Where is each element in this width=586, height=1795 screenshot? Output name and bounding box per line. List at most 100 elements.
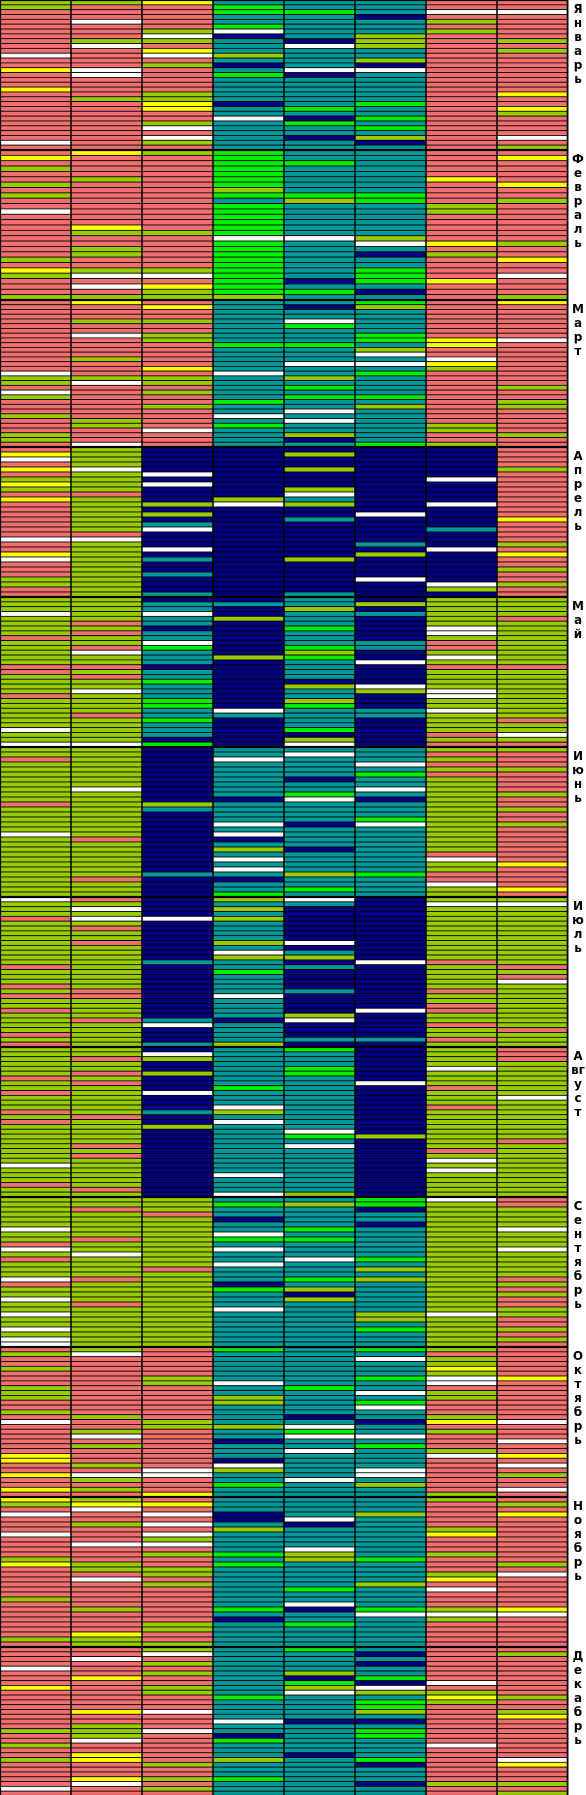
heatmap-cell [0, 1611, 72, 1618]
heatmap-cell [354, 964, 427, 970]
heatmap-cell [425, 1365, 498, 1372]
heatmap-cell [70, 644, 143, 651]
heatmap-cell [0, 1651, 72, 1658]
heatmap-cell [141, 1626, 214, 1633]
heatmap-cell [70, 33, 143, 40]
heatmap-cell [354, 1094, 427, 1101]
heatmap-cell [425, 1785, 498, 1792]
heatmap-cell [212, 394, 285, 400]
heatmap-cell [283, 1321, 356, 1328]
heatmap-cell [354, 1331, 427, 1338]
heatmap-cell [354, 1713, 427, 1720]
heatmap-cell [0, 130, 72, 136]
heatmap-cell [496, 1424, 569, 1430]
heatmap-cell [425, 1566, 498, 1573]
heatmap-cell [0, 365, 72, 372]
heatmap-cell [496, 1448, 569, 1454]
heatmap-cell [0, 481, 72, 488]
heatmap-cell [0, 644, 72, 651]
heatmap-cell [0, 940, 72, 946]
heatmap-cell [212, 756, 285, 763]
heatmap-cell [70, 826, 143, 833]
heatmap-cell [141, 983, 214, 990]
heatmap-cell [283, 1271, 356, 1278]
heatmap-cell [70, 120, 143, 127]
heatmap-cell [70, 375, 143, 382]
heatmap-cell [425, 1286, 498, 1293]
heatmap-cell [496, 571, 569, 578]
heatmap-cell [70, 756, 143, 763]
heatmap-cell [141, 801, 214, 808]
heatmap-cell [354, 451, 427, 458]
heatmap-cell [425, 213, 498, 221]
heatmap-cell [354, 1375, 427, 1382]
heatmap-cell [212, 1266, 285, 1273]
heatmap-cell [70, 43, 143, 49]
heatmap-cell [425, 1051, 498, 1058]
heatmap-cell [141, 1316, 214, 1323]
heatmap-cell [70, 461, 143, 468]
heatmap-cell [141, 816, 214, 823]
heatmap-cell [70, 181, 143, 188]
heatmap-cell [212, 1467, 285, 1474]
heatmap-cell [70, 1070, 143, 1077]
heatmap-cell [141, 732, 214, 738]
heatmap-cell [425, 1080, 498, 1087]
heatmap-cell [496, 1571, 569, 1578]
heatmap-cell [354, 1771, 427, 1778]
heatmap-cell [425, 1541, 498, 1548]
heatmap-cell [212, 993, 285, 1000]
heatmap-cell [496, 72, 569, 78]
heatmap-cell [496, 224, 569, 231]
heatmap-cell [141, 347, 214, 353]
heatmap-cell [283, 81, 356, 88]
heatmap-cell [70, 1256, 143, 1263]
heatmap-cell [496, 846, 569, 853]
heatmap-cell [283, 1065, 356, 1072]
heatmap-cell [283, 1546, 356, 1553]
heatmap-cell [0, 1606, 72, 1613]
heatmap-cell [212, 288, 285, 296]
heatmap-cell [496, 531, 569, 538]
month-label: Октябрь [572, 1349, 584, 1447]
heatmap-cell [354, 766, 427, 773]
heatmap-cell [283, 871, 356, 878]
heatmap-cell [425, 1336, 498, 1343]
heatmap-cell [212, 526, 285, 533]
heatmap-cell [496, 1211, 569, 1218]
heatmap-cell [141, 886, 214, 893]
heatmap-cell [425, 1419, 498, 1425]
heatmap-cell [496, 1723, 569, 1730]
heatmap-cell [141, 466, 214, 473]
heatmap-cell [141, 1581, 214, 1588]
heatmap-cell [141, 1704, 214, 1710]
heatmap-cell [425, 1114, 498, 1120]
heatmap-cell [141, 861, 214, 868]
heatmap-cell [425, 130, 498, 136]
heatmap-cell [70, 81, 143, 88]
heatmap-cell [496, 1109, 569, 1116]
heatmap-cell [141, 674, 214, 680]
heatmap-cell [0, 1075, 72, 1082]
heatmap-cell [496, 91, 569, 98]
heatmap-cell [70, 566, 143, 573]
heatmap-cell [354, 851, 427, 858]
heatmap-cell [141, 1032, 214, 1038]
heatmap-cell [141, 556, 214, 563]
heatmap-cell [425, 732, 498, 738]
heatmap-cell [283, 1206, 356, 1213]
heatmap-cell [0, 4, 72, 11]
heatmap-cell [70, 1226, 143, 1233]
month-label: Январь [573, 2, 583, 86]
heatmap-cell [283, 732, 356, 738]
heatmap-cell [354, 481, 427, 488]
heatmap-cell [283, 1586, 356, 1593]
heatmap-cell [212, 1526, 285, 1533]
heatmap-cell [212, 796, 285, 803]
heatmap-cell [425, 262, 498, 269]
heatmap-cell [496, 1581, 569, 1588]
heatmap-cell [141, 1186, 214, 1193]
heatmap-cell [283, 38, 356, 44]
heatmap-cell [212, 940, 285, 946]
heatmap-cell [70, 1486, 143, 1493]
